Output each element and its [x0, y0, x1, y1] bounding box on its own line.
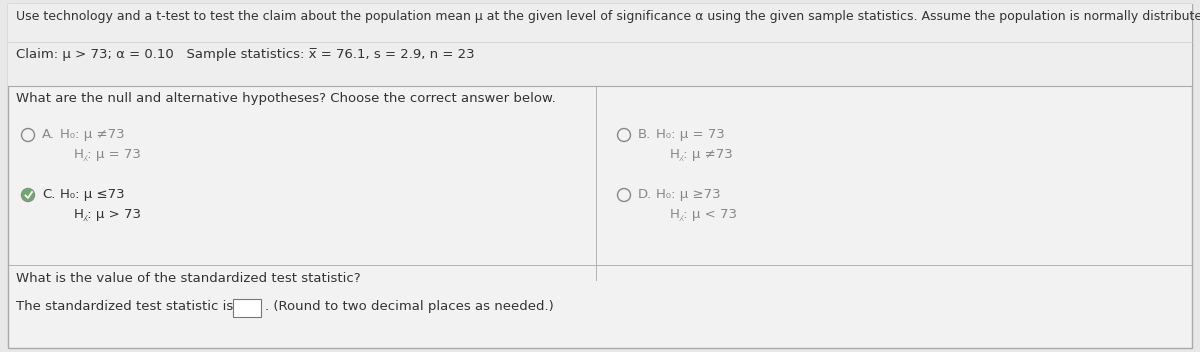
Text: The standardized test statistic is: The standardized test statistic is [16, 300, 233, 313]
Text: H₀: μ = 73: H₀: μ = 73 [656, 128, 725, 141]
Text: H⁁: μ = 73: H⁁: μ = 73 [74, 148, 140, 161]
FancyBboxPatch shape [8, 4, 1192, 348]
Text: Claim: μ > 73; α = 0.10   Sample statistics: x̅ = 76.1, s = 2.9, n = 23: Claim: μ > 73; α = 0.10 Sample statistic… [16, 48, 475, 61]
FancyBboxPatch shape [8, 4, 1192, 86]
Text: B.: B. [638, 128, 652, 141]
Text: H₀: μ ≤73: H₀: μ ≤73 [60, 188, 125, 201]
Text: Use technology and a t-test to test the claim about the population mean μ at the: Use technology and a t-test to test the … [16, 10, 1200, 23]
Text: A.: A. [42, 128, 55, 141]
Text: H₀: μ ≥73: H₀: μ ≥73 [656, 188, 721, 201]
Circle shape [23, 189, 34, 201]
Text: H₀: μ ≠73: H₀: μ ≠73 [60, 128, 125, 141]
Text: What is the value of the standardized test statistic?: What is the value of the standardized te… [16, 272, 361, 285]
Text: H⁁: μ ≠73: H⁁: μ ≠73 [670, 148, 733, 161]
FancyBboxPatch shape [233, 299, 262, 317]
Text: H⁁: μ > 73: H⁁: μ > 73 [74, 208, 142, 221]
Text: . (Round to two decimal places as needed.): . (Round to two decimal places as needed… [265, 300, 553, 313]
Text: H⁁: μ < 73: H⁁: μ < 73 [670, 208, 737, 221]
Text: C.: C. [42, 188, 55, 201]
Text: What are the null and alternative hypotheses? Choose the correct answer below.: What are the null and alternative hypoth… [16, 92, 556, 105]
Text: D.: D. [638, 188, 653, 201]
